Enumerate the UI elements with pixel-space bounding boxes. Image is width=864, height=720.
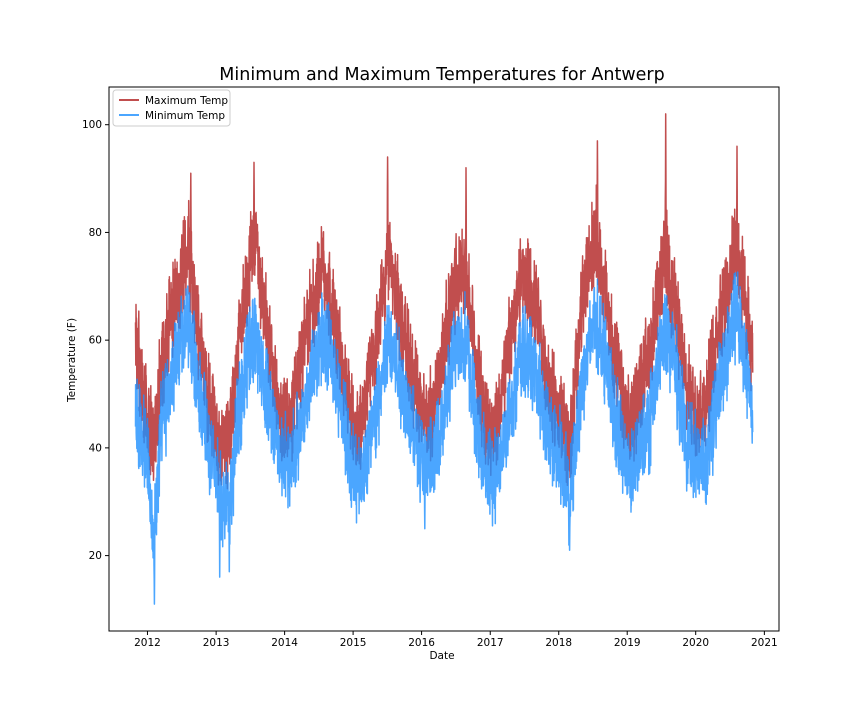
y-tick-label-20: 20 bbox=[89, 550, 102, 562]
x-tick-label-2017: 2017 bbox=[477, 637, 504, 649]
x-tick-label-2019: 2019 bbox=[614, 637, 641, 649]
plot-frame bbox=[108, 86, 780, 632]
series-line-minimum-temp bbox=[134, 271, 754, 605]
x-tick-label-2013: 2013 bbox=[203, 637, 230, 649]
y-tick-label-80: 80 bbox=[89, 227, 102, 239]
y-axis: 20 40 60 80 100 bbox=[82, 119, 109, 562]
x-tick-label-2012: 2012 bbox=[134, 637, 161, 649]
x-axis: 2012 2013 2014 2015 2016 2017 2018 2019 2020 2021 bbox=[134, 631, 778, 649]
y-axis-label: Temperature (F) bbox=[66, 318, 78, 403]
series-line-maximum-temp bbox=[134, 113, 754, 490]
x-axis-label: Date bbox=[429, 650, 454, 662]
y-tick-label-100: 100 bbox=[82, 119, 102, 131]
x-tick-label-2014: 2014 bbox=[271, 637, 298, 649]
y-tick-label-40: 40 bbox=[89, 442, 102, 454]
x-tick-label-2018: 2018 bbox=[545, 637, 572, 649]
x-tick-label-2020: 2020 bbox=[682, 637, 709, 649]
legend: Maximum Temp Minimum Temp bbox=[112, 89, 231, 127]
y-tick-label-60: 60 bbox=[89, 335, 102, 347]
x-tick-label-2015: 2015 bbox=[340, 637, 367, 649]
legend-label-maximum-temp: Maximum Temp bbox=[145, 95, 228, 107]
x-tick-label-2016: 2016 bbox=[408, 637, 435, 649]
chart-title: Minimum and Maximum Temperatures for Ant… bbox=[219, 65, 664, 85]
legend-label-minimum-temp: Minimum Temp bbox=[145, 110, 225, 122]
legend-box bbox=[112, 89, 231, 127]
x-tick-label-2021: 2021 bbox=[751, 637, 778, 649]
plot-area bbox=[108, 86, 780, 632]
